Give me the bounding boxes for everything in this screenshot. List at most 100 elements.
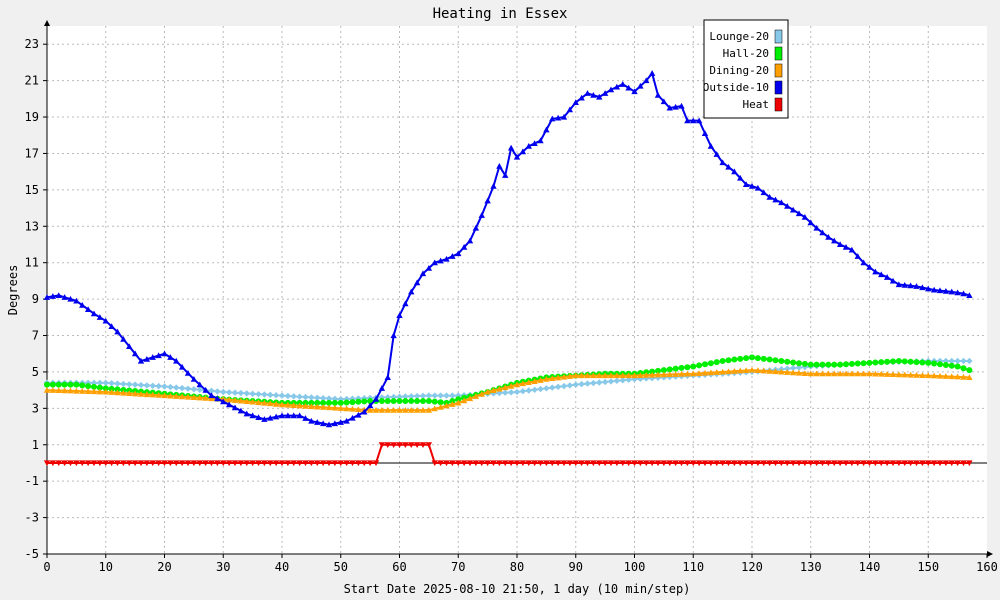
point-outside-10 xyxy=(361,408,368,415)
point-dining-20 xyxy=(613,372,621,379)
legend-label-lounge-20: Lounge-20 xyxy=(709,30,769,43)
point-dining-20 xyxy=(208,395,215,402)
point-outside-10 xyxy=(960,290,967,297)
point-outside-10 xyxy=(778,199,785,206)
point-lounge-20 xyxy=(789,364,797,372)
point-outside-10 xyxy=(654,91,662,98)
point-heat xyxy=(61,460,68,467)
x-tick-label: 80 xyxy=(510,560,524,574)
point-outside-10 xyxy=(801,213,809,220)
point-lounge-20 xyxy=(531,386,538,393)
point-dining-20 xyxy=(472,393,480,399)
point-heat xyxy=(73,460,80,467)
point-outside-10 xyxy=(178,363,186,370)
point-lounge-20 xyxy=(178,384,186,392)
point-hall-20 xyxy=(966,367,973,374)
point-heat xyxy=(278,460,286,467)
point-outside-10 xyxy=(942,288,950,294)
point-hall-20 xyxy=(901,358,908,365)
point-heat xyxy=(102,460,109,467)
point-outside-10 xyxy=(713,151,720,157)
point-outside-10 xyxy=(684,117,691,124)
point-outside-10 xyxy=(413,279,421,286)
point-heat xyxy=(496,460,503,467)
point-outside-10 xyxy=(836,241,844,248)
point-hall-20 xyxy=(854,360,861,367)
point-hall-20 xyxy=(831,361,838,368)
point-heat xyxy=(954,460,961,467)
point-heat xyxy=(672,460,679,467)
plot-area xyxy=(47,26,987,554)
point-outside-10 xyxy=(378,385,386,391)
point-outside-10 xyxy=(55,292,62,299)
y-tick-label: 11 xyxy=(25,256,39,270)
point-outside-10 xyxy=(331,420,339,427)
point-hall-20 xyxy=(326,399,332,406)
y-tick-label: 17 xyxy=(25,146,39,160)
point-heat xyxy=(948,460,955,467)
legend-swatch-lounge-20 xyxy=(774,29,783,44)
point-dining-20 xyxy=(648,371,656,378)
series-outside-10 xyxy=(43,70,973,428)
point-hall-20 xyxy=(73,381,80,388)
point-hall-20 xyxy=(813,361,820,368)
point-outside-10 xyxy=(272,413,280,420)
point-outside-10 xyxy=(502,172,509,178)
point-lounge-20 xyxy=(519,388,527,395)
point-outside-10 xyxy=(889,277,897,284)
point-outside-10 xyxy=(131,350,139,357)
point-heat xyxy=(537,460,544,467)
point-dining-20 xyxy=(549,375,556,382)
point-heat xyxy=(789,460,797,467)
point-dining-20 xyxy=(402,406,409,413)
point-outside-10 xyxy=(455,250,462,257)
legend-label-heat: Heat xyxy=(743,98,770,111)
point-lounge-20 xyxy=(173,384,180,391)
point-lounge-20 xyxy=(584,380,591,387)
point-heat xyxy=(214,460,221,467)
point-outside-10 xyxy=(372,396,380,402)
point-hall-20 xyxy=(55,381,62,388)
point-heat xyxy=(378,442,386,448)
point-dining-20 xyxy=(801,370,809,376)
point-heat xyxy=(84,460,92,467)
point-outside-10 xyxy=(930,286,938,293)
point-heat xyxy=(237,460,245,467)
point-outside-10 xyxy=(149,354,156,360)
point-dining-20 xyxy=(948,373,955,380)
point-dining-20 xyxy=(637,372,644,378)
point-lounge-20 xyxy=(214,388,221,395)
point-outside-10 xyxy=(590,91,597,98)
point-hall-20 xyxy=(314,399,321,406)
point-heat xyxy=(460,460,468,467)
point-heat xyxy=(425,442,433,448)
point-dining-20 xyxy=(349,405,356,412)
point-dining-20 xyxy=(190,394,198,400)
point-dining-20 xyxy=(126,390,133,396)
point-hall-20 xyxy=(884,358,891,365)
point-heat xyxy=(108,460,115,467)
point-heat xyxy=(302,460,309,467)
point-heat xyxy=(566,460,574,467)
point-lounge-20 xyxy=(167,383,174,391)
point-outside-10 xyxy=(731,168,738,175)
point-outside-10 xyxy=(566,106,574,113)
point-hall-20 xyxy=(790,359,797,366)
point-heat xyxy=(408,442,415,448)
point-hall-20 xyxy=(937,361,943,368)
point-dining-20 xyxy=(237,397,245,404)
point-outside-10 xyxy=(678,102,685,109)
point-outside-10 xyxy=(255,414,262,421)
point-dining-20 xyxy=(366,406,374,413)
point-heat xyxy=(819,460,826,467)
point-lounge-20 xyxy=(408,393,415,400)
legend: Lounge-20 Hall-20 Dining-20 Outside-10 Heat xyxy=(703,19,789,119)
point-heat xyxy=(284,460,292,467)
point-outside-10 xyxy=(190,376,198,382)
point-outside-10 xyxy=(79,301,86,308)
point-dining-20 xyxy=(590,372,597,379)
point-heat xyxy=(325,460,333,467)
point-hall-20 xyxy=(960,365,967,372)
point-dining-20 xyxy=(789,369,797,376)
